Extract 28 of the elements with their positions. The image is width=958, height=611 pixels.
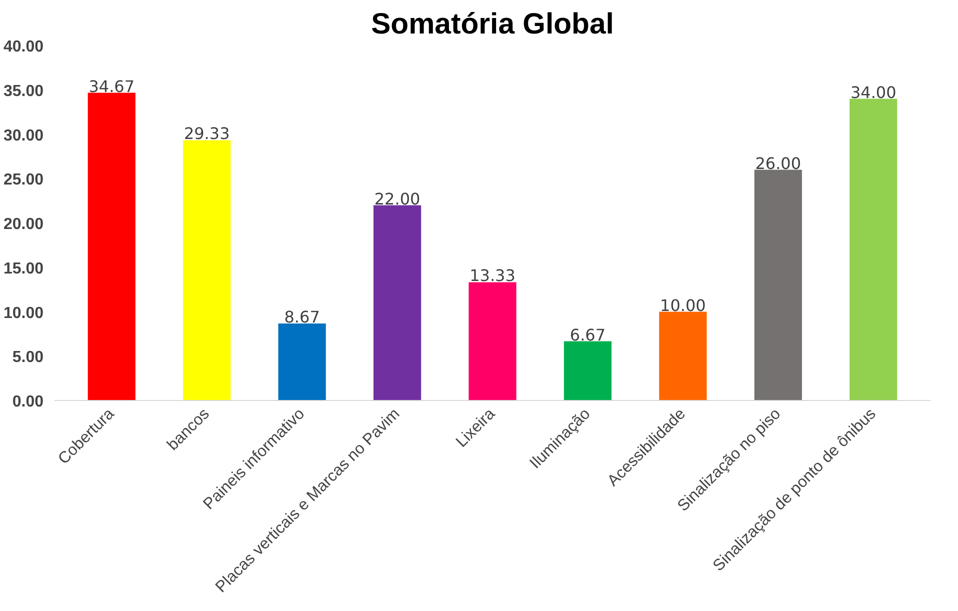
data-label: 10.00: [660, 296, 706, 315]
data-label: 34.67: [88, 76, 135, 96]
bar: [564, 341, 612, 400]
bar: [850, 98, 898, 400]
y-tick-label: 15.00: [3, 260, 44, 278]
y-tick-label: 35.00: [3, 82, 44, 100]
y-tick-label: 20.00: [3, 216, 44, 233]
data-label: 29.33: [184, 124, 230, 144]
bar: [373, 205, 422, 400]
bar: [183, 140, 231, 400]
y-tick-label: 25.00: [3, 172, 44, 189]
data-label: 13.33: [470, 266, 516, 286]
y-tick-label: 5.00: [12, 349, 44, 366]
data-label: 34.00: [850, 82, 896, 102]
bar: [754, 170, 802, 400]
data-label: 22.00: [374, 189, 420, 208]
y-tick-label: 0.00: [12, 394, 44, 410]
data-label: 8.67: [284, 308, 320, 327]
chart-title: Somatória Global: [371, 8, 614, 40]
bar: [278, 324, 326, 400]
y-tick-label: 10.00: [3, 304, 44, 322]
bar: [468, 282, 516, 400]
y-tick-label: 40.00: [3, 38, 44, 56]
data-label: 6.67: [570, 325, 606, 344]
bar: [659, 312, 707, 400]
y-tick-label: 30.00: [3, 127, 44, 144]
data-label: 26.00: [755, 154, 802, 173]
bar: [88, 92, 136, 400]
